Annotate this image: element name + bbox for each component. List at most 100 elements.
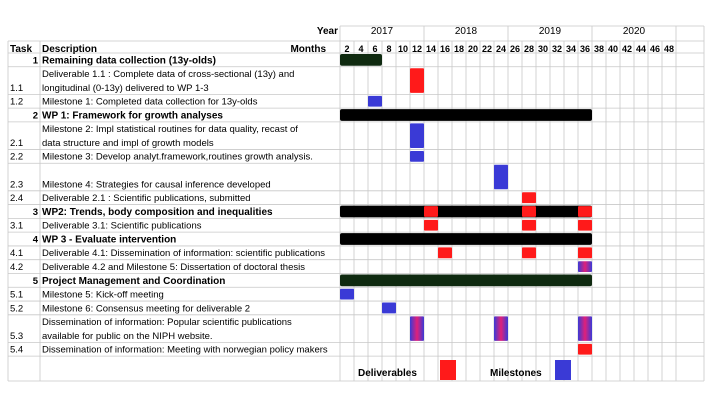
task-description-5-1: Milestone 5: Kick-off meeting [42, 290, 164, 301]
gantt-bar-deliverable-row-5-4 [578, 343, 592, 355]
gantt-bar-milestone-row-2-1 [410, 123, 424, 148]
description-column-header: Description [42, 44, 97, 55]
task-description-5-3: available for public on the NIPH website… [42, 331, 213, 342]
year-2020: 2020 [623, 26, 646, 37]
gantt-bar-deliverable-row-3-1 [522, 219, 536, 231]
gantt-bar-wp_black-row-3 [340, 205, 592, 218]
task-id-5: 5 [33, 276, 39, 287]
year-2019: 2019 [539, 26, 562, 37]
gantt-bar-wp_green-row-5 [340, 274, 592, 287]
task-description-5: Project Management and Coordination [42, 276, 225, 287]
task-description-3: WP2: Trends, body composition and inequa… [42, 207, 273, 218]
task-id-2-1: 2.1 [10, 138, 23, 149]
months-label: Months [290, 44, 326, 55]
task-id-3: 3 [33, 207, 38, 218]
legend-deliverables-swatch [440, 360, 456, 380]
legend: Deliverables Milestones [358, 360, 571, 380]
month-tick-24: 24 [496, 44, 506, 54]
month-tick-26: 26 [510, 44, 520, 54]
gantt-bar-mixed-row-5-3 [578, 316, 592, 341]
chart-header: Year Months Task Description [10, 26, 338, 55]
task-id-4-2: 4.2 [10, 262, 23, 273]
task-id-5-1: 5.1 [10, 290, 23, 301]
month-tick-30: 30 [538, 44, 548, 54]
gantt-bar-deliverable-row-3-1 [424, 219, 438, 231]
task-id-4-1: 4.1 [10, 248, 23, 259]
gantt-bar-wp_black-row-2 [340, 109, 592, 121]
task-description-1-1: Deliverable 1.1 : Complete data of cross… [42, 69, 294, 80]
task-description-4-2: Deliverable 4.2 and Milestone 5: Dissert… [42, 262, 305, 273]
year-2018: 2018 [455, 26, 478, 37]
task-description-2: WP 1: Framework for growth analyses [42, 110, 223, 121]
task-id-2-4: 2.4 [10, 193, 23, 204]
task-rows: 1 Remaining data collection (13y-olds) 1.1… [10, 55, 328, 355]
task-description-2-3: Milestone 4: Strategies for causal infer… [42, 179, 271, 190]
month-tick-22: 22 [482, 44, 492, 54]
month-tick-8: 8 [386, 44, 391, 54]
month-tick-16: 16 [440, 44, 450, 54]
task-id-3-1: 3.1 [10, 221, 23, 232]
month-tick-10: 10 [398, 44, 408, 54]
month-tick-38: 38 [594, 44, 604, 54]
task-id-2: 2 [33, 110, 38, 121]
month-tick-42: 42 [622, 44, 632, 54]
legend-milestones-swatch [555, 360, 571, 380]
task-id-2-2: 2.2 [10, 152, 23, 163]
gantt-bar-milestone-row-1-2 [368, 95, 382, 107]
gantt-bar-milestone-row-2-3 [494, 164, 508, 190]
task-description-5-4: Dissemination of information: Meeting wi… [42, 345, 328, 356]
task-description-2-2: Milestone 3: Develop analyt.framework,ro… [42, 152, 313, 163]
gantt-bar-mixed-row-5-3 [410, 316, 424, 341]
gantt-bar-deliverable-row-3 [424, 206, 438, 217]
gantt-bar-wp_black-row-4 [340, 233, 592, 245]
task-description-4-1: Deliverable 4.1: Dissemination of inform… [42, 248, 325, 259]
task-id-1-2: 1.2 [10, 97, 23, 108]
month-tick-18: 18 [454, 44, 464, 54]
task-description-1-2: Milestone 1: Completed data collection f… [42, 97, 258, 108]
task-description-1-1: longitudinal (0-13y) delivered to WP 1-3 [42, 83, 209, 94]
task-id-5-2: 5.2 [10, 303, 23, 314]
task-description-5-3: Dissemination of information: Popular sc… [42, 317, 292, 328]
month-tick-14: 14 [426, 44, 436, 54]
month-tick-40: 40 [608, 44, 618, 54]
month-tick-4: 4 [358, 44, 363, 54]
gantt-bar-deliverable-row-4-1 [438, 247, 452, 259]
gantt-bar-deliverable-row-2-4 [522, 192, 536, 204]
task-column-header: Task [10, 44, 32, 55]
month-tick-20: 20 [468, 44, 478, 54]
gantt-bar-deliverable-row-3 [522, 206, 536, 217]
gantt-bar-wp_green-row-1 [340, 54, 382, 66]
year-label: Year [317, 26, 338, 37]
gantt-bar-milestone-row-2-2 [410, 150, 424, 162]
task-description-3-1: Deliverable 3.1: Scientific publications [42, 221, 202, 232]
task-description-2-1: data structure and impl of growth models [42, 138, 214, 149]
gantt-bar-mixed-row-4-2 [578, 261, 592, 272]
gantt-bar-milestone-row-5-1 [340, 288, 354, 300]
gantt-bar-milestone-row-5-2 [382, 302, 396, 314]
month-tick-32: 32 [552, 44, 562, 54]
task-id-4: 4 [33, 234, 39, 245]
task-description-1: Remaining data collection (13y-olds) [42, 55, 216, 66]
month-tick-48: 48 [664, 44, 674, 54]
month-tick-28: 28 [524, 44, 534, 54]
legend-deliverables-label: Deliverables [358, 368, 417, 379]
month-tick-34: 34 [566, 44, 576, 54]
task-id-2-3: 2.3 [10, 179, 23, 190]
gantt-bar-deliverable-row-4-1 [522, 247, 536, 259]
task-id-1-1: 1.1 [10, 83, 23, 94]
task-description-2-1: Milestone 2: Impl statistical routines f… [42, 124, 298, 135]
year-2017: 2017 [371, 26, 394, 37]
month-tick-44: 44 [636, 44, 646, 54]
month-tick-6: 6 [372, 44, 377, 54]
gantt-bar-deliverable-row-4-1 [578, 247, 592, 259]
task-id-5-4: 5.4 [10, 345, 23, 356]
legend-milestones-label: Milestones [490, 368, 542, 379]
month-tick-12: 12 [412, 44, 422, 54]
month-tick-2: 2 [344, 44, 349, 54]
task-id-1: 1 [33, 55, 39, 66]
task-id-5-3: 5.3 [10, 331, 23, 342]
task-description-5-2: Milestone 6: Consensus meeting for deliv… [42, 303, 250, 314]
gantt-bar-deliverable-row-1-1 [410, 68, 424, 93]
gantt-bars [340, 54, 592, 355]
